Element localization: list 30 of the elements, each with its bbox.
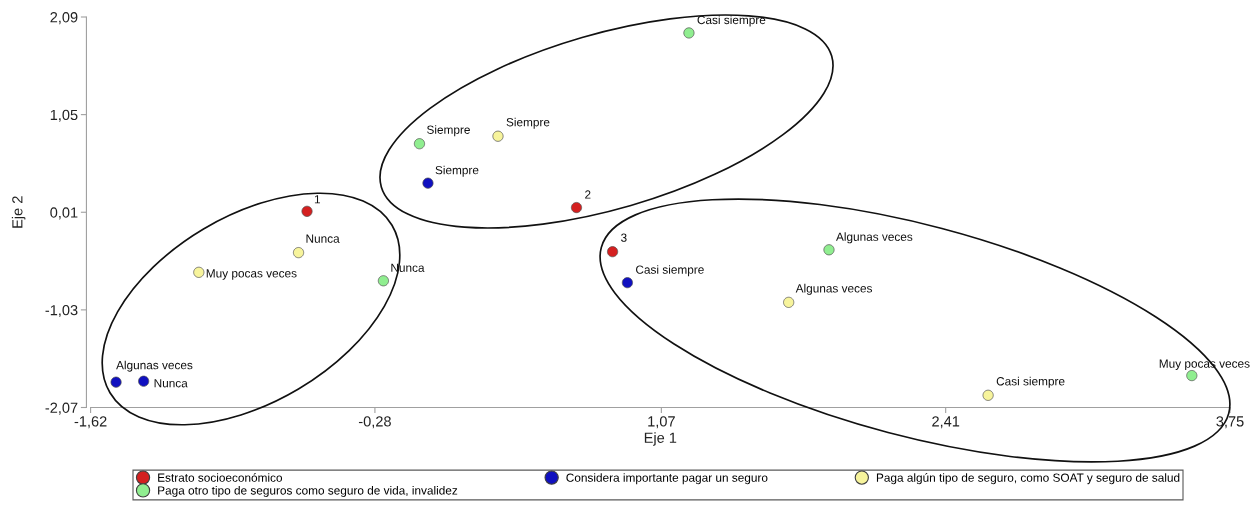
annotation: 1	[314, 195, 321, 204]
annotation: Siempre	[506, 117, 550, 129]
annotation: Nunca	[154, 379, 188, 388]
annotation: Casi siempre	[996, 376, 1065, 388]
annotation: Muy pocas veces	[206, 269, 297, 280]
legend-label: Paga otro tipo de seguros como seguro de vida, invalidez	[158, 485, 458, 497]
y-tick-label: -2,07	[45, 402, 78, 415]
annotation: Casi siempre	[697, 15, 766, 27]
legend-label: Estrato socioeconómico	[158, 473, 283, 482]
y-tick-label: 2,09	[50, 12, 78, 25]
annotation: 2	[585, 190, 591, 199]
annotation: Siempre	[435, 165, 479, 177]
annotation: Siempre	[427, 125, 470, 137]
y-axis-title: Eje 2	[11, 196, 26, 228]
y-tick-label: -1,03	[45, 304, 78, 318]
annotation: Algunas veces	[795, 283, 873, 295]
legend-label: Paga algún tipo de seguro, como SOAT y seguro de salud	[876, 473, 1180, 485]
annotation: Algunas veces	[116, 360, 193, 372]
annotation: 3	[621, 233, 627, 242]
x-tick-label: -1,62	[74, 416, 107, 429]
x-tick-label: 2,41	[932, 416, 960, 429]
x-tick-label: -0,28	[358, 416, 391, 429]
annotation: Nunca	[306, 234, 340, 243]
y-tick-label: 1,05	[50, 109, 78, 122]
annotation: Algunas veces	[836, 232, 913, 244]
x-axis-title: Eje 1	[644, 432, 677, 446]
legend-label: Considera importante pagar un seguro	[566, 473, 768, 485]
annotation: Casi siempre	[636, 265, 704, 277]
x-tick-label: 1,07	[648, 416, 675, 429]
y-tick-label: 0,01	[50, 207, 78, 220]
